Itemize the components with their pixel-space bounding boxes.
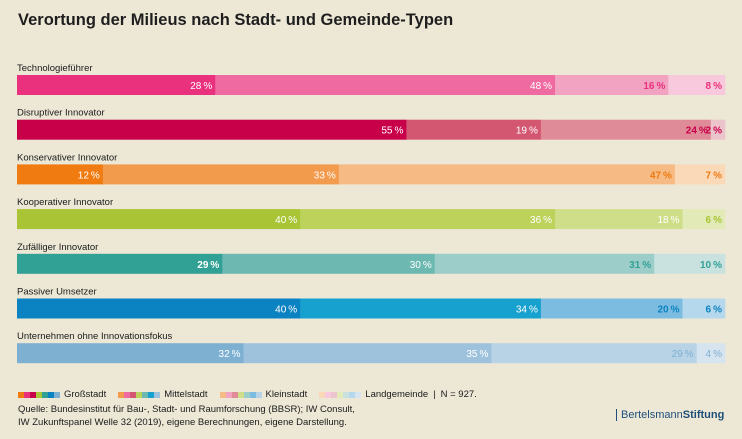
legend: Großstadt Mittelstadt Kleinstadt Landgemein…	[18, 389, 477, 400]
source-note: Quelle: Bundesinstitut für Bau-, Stadt- …	[18, 403, 355, 429]
bar-segment-landgemeinde	[654, 253, 726, 274]
data-label: 55 %	[381, 126, 403, 137]
bar-segment-mittelstadt	[300, 209, 556, 230]
bar-segment-landgemeinde	[682, 209, 726, 230]
data-label: 29 %	[672, 349, 694, 360]
category-label: Technologieführer	[17, 63, 93, 74]
data-label: 35 %	[466, 349, 488, 360]
bar-segment-kleinstadt	[491, 343, 697, 364]
data-label: 48 %	[530, 81, 552, 92]
chart-title: Verortung der Milieus nach Stadt- und Ge…	[18, 11, 454, 29]
data-label: 31 %	[629, 260, 651, 271]
sample-size-note: N = 927.	[440, 389, 477, 400]
bar-segment-mittelstadt	[243, 343, 492, 364]
legend-item-großstadt: Großstadt	[18, 389, 106, 400]
legend-swatch	[18, 391, 60, 398]
data-label: 32 %	[219, 349, 241, 360]
bar-segment-großstadt	[17, 119, 407, 140]
bar-segment-kleinstadt	[540, 119, 712, 140]
bar-segment-großstadt	[17, 75, 216, 95]
bar-segment-großstadt	[17, 253, 223, 274]
source-line-2: IW Zukunftspanel Welle 32 (2019), eigene…	[18, 417, 347, 428]
bar-segment-mittelstadt	[215, 75, 556, 95]
bar-row: Technologieführer 28 % 48 % 16 % 8 %	[17, 63, 726, 95]
bar-row: Zufälliger Innovator 29 % 30 % 31 % 10 %	[17, 242, 726, 274]
bar-row: Kooperativer Innovator 40 % 36 % 18 % 6 %	[17, 197, 726, 230]
bar-segment-kleinstadt	[555, 209, 683, 230]
bar-segment-mittelstadt	[222, 253, 436, 274]
bar-segment-landgemeinde	[682, 298, 726, 319]
legend-item-mittelstadt: Mittelstadt	[118, 389, 208, 400]
bar-segment-kleinstadt	[540, 298, 683, 319]
bar-segment-kleinstadt	[338, 164, 676, 185]
data-label: 2 %	[706, 126, 723, 137]
legend-swatch	[319, 391, 362, 398]
data-label: 10 %	[700, 260, 722, 271]
legend-label: Landgemeinde	[365, 389, 429, 400]
data-label: 30 %	[410, 260, 432, 271]
bar-segment-mittelstadt	[406, 119, 542, 140]
data-label: 40 %	[275, 305, 297, 316]
legend-swatch	[219, 391, 262, 398]
bar-segment-landgemeinde	[696, 343, 726, 364]
bar-row: Konservativer Innovator 12 % 33 % 47 % 7 %	[17, 152, 726, 185]
data-label: 7 %	[706, 170, 723, 181]
bar-segment-mittelstadt	[300, 298, 542, 319]
legend-swatch	[118, 391, 161, 398]
data-label: 4 %	[706, 349, 723, 360]
bar-segment-großstadt	[17, 164, 104, 185]
legend-item-kleinstadt: Kleinstadt	[219, 389, 308, 400]
data-label: 36 %	[530, 215, 552, 226]
bar-segment-landgemeinde	[710, 119, 726, 140]
legend-label: Mittelstadt	[164, 389, 208, 400]
bar-row: Disruptiver Innovator 55 % 19 % 24 %2 %	[17, 108, 726, 140]
category-label: Disruptiver Innovator	[17, 108, 105, 119]
data-label: 6 %	[706, 215, 723, 226]
data-label: 18 %	[657, 215, 679, 226]
bar-segment-landgemeinde	[668, 75, 726, 95]
data-label: 34 %	[516, 305, 538, 316]
legend-separator: |	[433, 389, 436, 400]
category-label: Unternehmen ohne Innovationsfokus	[17, 331, 173, 342]
category-label: Kooperativer Innovator	[17, 197, 113, 208]
stacked-bar-chart: Technologieführer 28 % 48 % 16 % 8 % Disrupti…	[17, 63, 726, 364]
bar-segment-großstadt	[17, 209, 301, 230]
legend-item-landgemeinde: Landgemeinde	[319, 389, 428, 400]
bar-segment-großstadt	[17, 298, 301, 319]
source-line-1: Quelle: Bundesinstitut für Bau-, Stadt- …	[18, 404, 355, 415]
bar-row: Passiver Umsetzer 40 % 34 % 20 % 6 %	[17, 287, 726, 319]
logo-text-part2: Stiftung	[682, 409, 725, 421]
data-label: 6 %	[706, 305, 723, 316]
data-label: 12 %	[78, 170, 100, 181]
category-label: Passiver Umsetzer	[17, 287, 97, 298]
data-label: 19 %	[516, 126, 538, 137]
legend-label: Kleinstadt	[265, 389, 308, 400]
logo-text-part1: Bertelsmann	[621, 409, 683, 421]
legend-label: Großstadt	[64, 389, 107, 400]
data-label: 29 %	[197, 260, 219, 271]
data-label: 16 %	[643, 81, 665, 92]
data-label: 47 %	[650, 170, 672, 181]
bar-segment-landgemeinde	[674, 164, 726, 185]
category-label: Zufälliger Innovator	[17, 242, 98, 253]
bar-segment-kleinstadt	[555, 75, 669, 95]
data-label: 20 %	[657, 305, 679, 316]
bar-segment-mittelstadt	[102, 164, 340, 185]
data-label: 33 %	[314, 170, 336, 181]
data-label: 8 %	[706, 81, 723, 92]
bar-row: Unternehmen ohne Innovationsfokus 32 % 35 …	[17, 331, 726, 364]
data-label: 28 %	[190, 81, 212, 92]
data-label: 40 %	[275, 215, 297, 226]
bar-segment-großstadt	[17, 343, 244, 364]
bar-segment-kleinstadt	[434, 253, 655, 274]
bertelsmann-stiftung-logo: BertelsmannStiftung	[616, 409, 724, 421]
data-label: 24 %	[686, 126, 708, 137]
category-label: Konservativer Innovator	[17, 152, 117, 163]
